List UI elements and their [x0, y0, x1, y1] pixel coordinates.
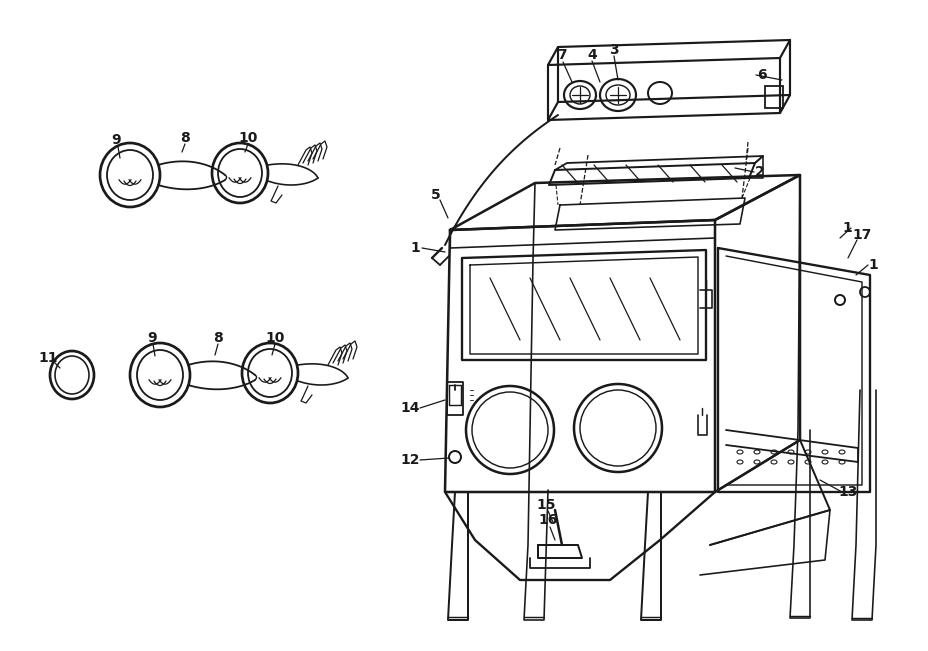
Text: 16: 16 [537, 513, 557, 527]
Text: 10: 10 [238, 131, 257, 145]
Text: 6: 6 [756, 68, 766, 82]
Text: 8: 8 [213, 331, 223, 345]
Text: 1: 1 [409, 241, 419, 255]
Text: 13: 13 [837, 485, 857, 499]
Text: 9: 9 [147, 331, 157, 345]
Text: 1: 1 [867, 258, 877, 272]
Text: 11: 11 [38, 351, 58, 365]
Text: 9: 9 [111, 133, 121, 147]
Text: 15: 15 [535, 498, 555, 512]
Text: 17: 17 [851, 228, 870, 242]
Text: 1: 1 [841, 221, 851, 235]
Bar [764, 86, 782, 108]
Text: 14: 14 [400, 401, 419, 415]
Text: 4: 4 [586, 48, 596, 62]
Text: 10: 10 [265, 331, 284, 345]
Text: 2: 2 [754, 165, 764, 179]
Text: 5: 5 [431, 188, 441, 202]
Text: 7: 7 [557, 48, 566, 62]
Text: 8: 8 [180, 131, 189, 145]
Text: 3: 3 [609, 43, 618, 57]
Text: 12: 12 [400, 453, 419, 467]
